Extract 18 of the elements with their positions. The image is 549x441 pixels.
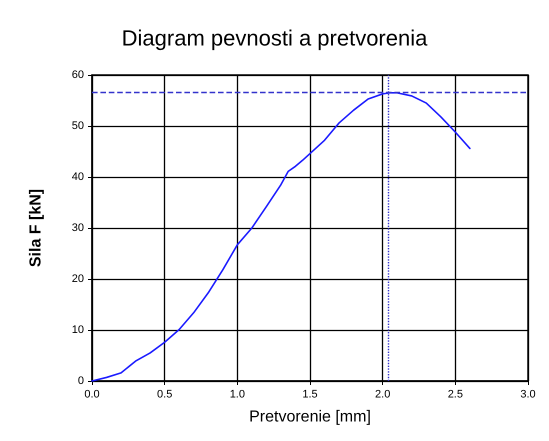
y-axis-title: Sila F [kN] (28, 188, 44, 268)
x-tick-label: 1.5 (302, 388, 318, 400)
x-tick-label: 0.5 (157, 388, 172, 400)
x-tick-label: 0.0 (84, 388, 100, 400)
chart-title: Diagram pevnosti a pretvorenia (122, 26, 428, 50)
line-series (91, 92, 471, 382)
x-axis-title: Pretvorenie [mm] (249, 408, 371, 426)
y-tick-label: 10 (72, 324, 84, 336)
x-tick-label: 3.0 (520, 388, 536, 400)
y-tick-label: 30 (72, 222, 84, 234)
x-tick-label: 2.0 (375, 388, 390, 400)
x-tick-label: 2.5 (448, 388, 463, 400)
y-tick-label: 50 (72, 120, 84, 132)
y-tick-label: 40 (72, 171, 84, 183)
y-tick-label: 20 (72, 273, 84, 285)
y-tick-label: 60 (72, 69, 84, 81)
x-tick-label: 1.0 (230, 388, 245, 400)
y-tick-label: 0 (78, 375, 84, 387)
